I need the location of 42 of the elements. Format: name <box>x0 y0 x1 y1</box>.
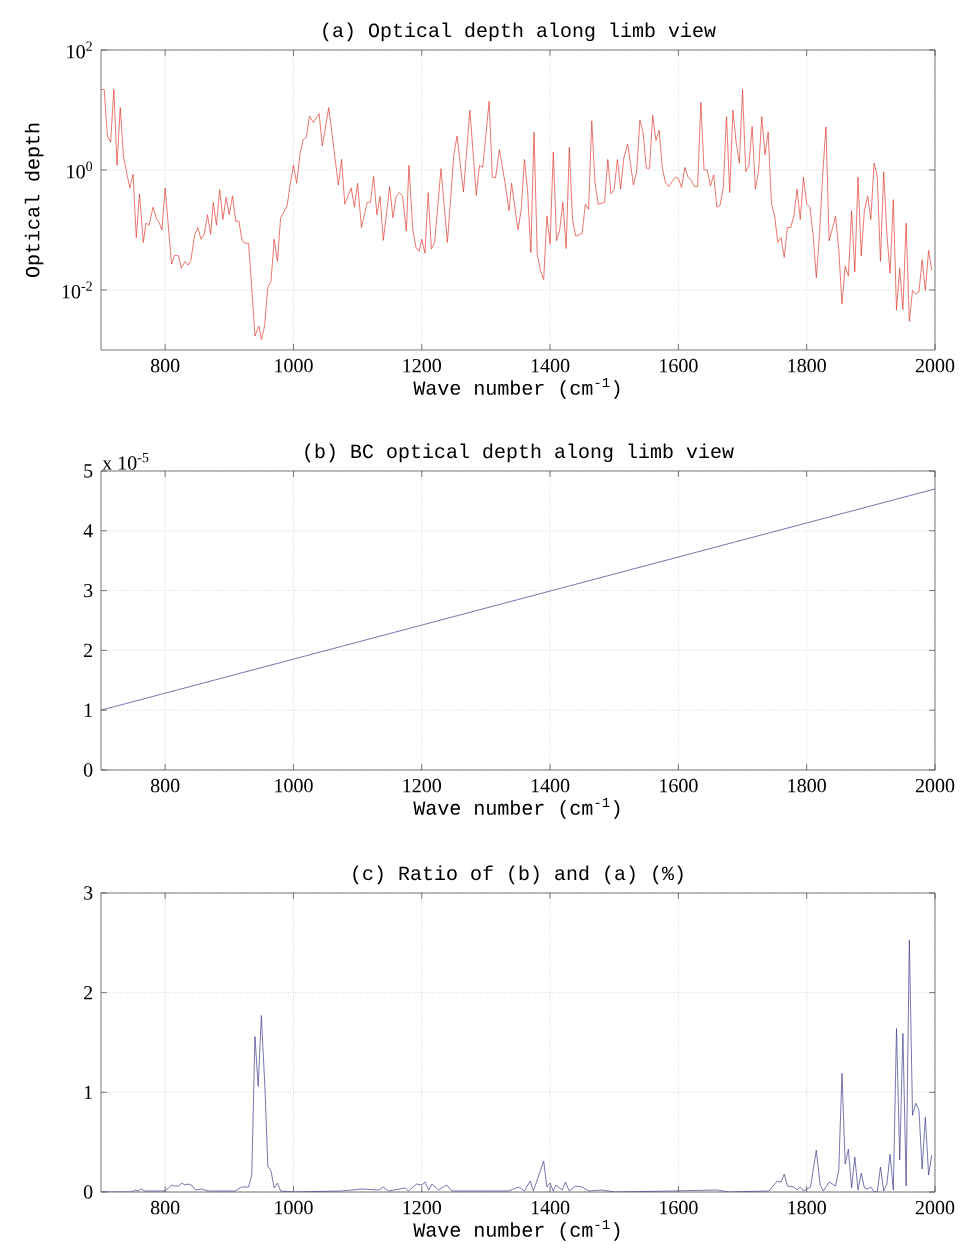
y-tick-label: 3 <box>84 583 93 598</box>
chart-title: (c) Ratio of (b) and (a) (%) <box>353 865 683 885</box>
x-tick-label: 1600 <box>660 1200 698 1215</box>
y-tick-label: 5 <box>84 464 93 478</box>
y-tick-label: 2 <box>84 643 93 658</box>
y-tick-label: 1 <box>84 703 92 717</box>
x-tick-label: 800 <box>150 358 180 373</box>
y-tick-label: 0 <box>83 1185 93 1199</box>
x-tick-label: 1000 <box>275 778 313 793</box>
y-tick-label: 10$^{2}$ <box>67 41 92 59</box>
y-tick-label: 10$^{0}$ <box>67 161 93 179</box>
x-tick-label: 1800 <box>788 358 826 373</box>
y-tick-label: 1 <box>84 1085 92 1099</box>
y-tick-label: 10$^{-2}$ <box>62 281 92 299</box>
x-tick-label: 1800 <box>788 1200 826 1215</box>
x-tick-label: 1800 <box>788 778 826 793</box>
x-axis-title: Wave number (cm$^{-1}$) <box>413 377 620 399</box>
y-axis-title: Optical depth <box>24 123 44 277</box>
x-tick-label: 1000 <box>275 1200 313 1215</box>
chart-title: (b) BC optical depth along limb view <box>305 443 734 463</box>
chart-title: (a) Optical depth along limb view <box>323 22 716 42</box>
y-tick-label: 2 <box>84 986 93 1000</box>
x-tick-label: 2000 <box>915 358 955 373</box>
text: x 10$^{-5}$ <box>102 452 149 470</box>
x-tick-label: 800 <box>150 1200 180 1215</box>
x-tick-label: 1400 <box>531 358 570 373</box>
x-tick-label: 1200 <box>403 1200 441 1215</box>
x-tick-label: 2000 <box>915 1200 955 1215</box>
x-tick-label: 1200 <box>403 358 441 373</box>
x-tick-label: 1000 <box>275 358 313 373</box>
x-tick-label: 800 <box>150 778 180 793</box>
x-tick-label: 2000 <box>915 778 955 793</box>
y-tick-label: 0 <box>83 763 93 777</box>
x-axis-title: Wave number (cm$^{-1}$) <box>413 1219 620 1241</box>
x-tick-label: 1400 <box>531 1200 570 1215</box>
x-tick-label: 1600 <box>660 778 698 793</box>
y-tick-label: 4 <box>83 524 93 538</box>
x-tick-label: 1400 <box>531 778 570 793</box>
y-tick-label: 3 <box>84 886 93 900</box>
x-tick-label: 1600 <box>660 358 698 373</box>
x-tick-label: 1200 <box>403 778 441 793</box>
x-axis-title: Wave number (cm$^{-1}$) <box>413 797 620 819</box>
